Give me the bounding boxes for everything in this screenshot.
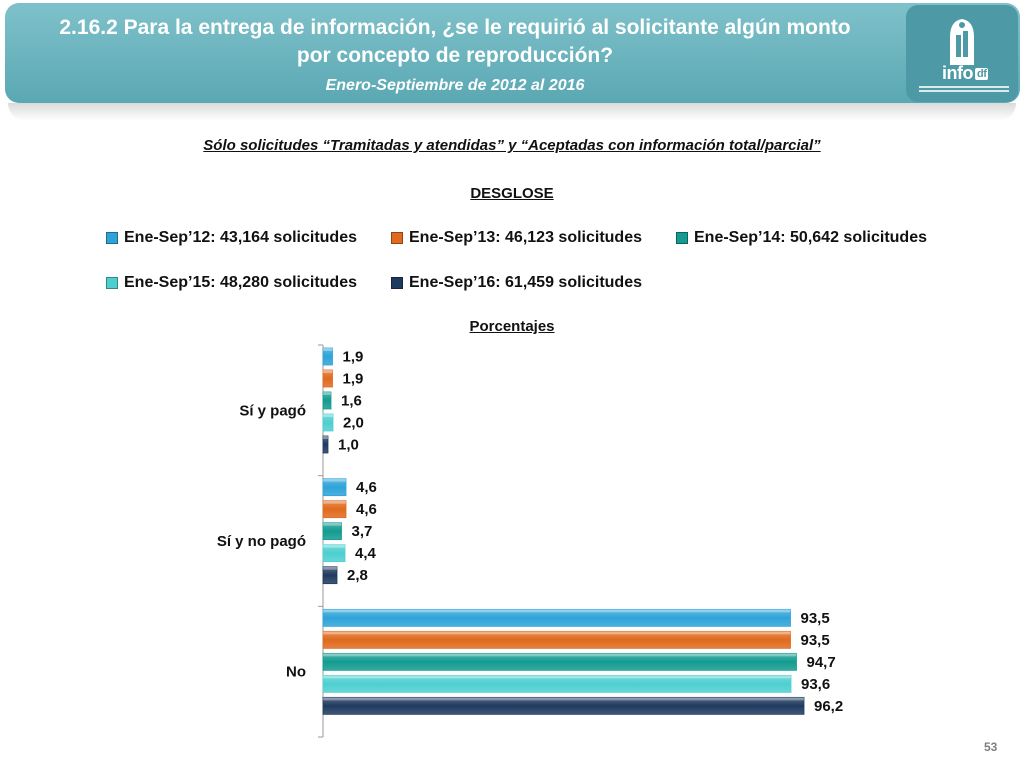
bar-highlight — [323, 500, 346, 504]
data-label: 4,4 — [355, 545, 377, 562]
bar — [322, 391, 332, 410]
bar — [322, 478, 347, 497]
data-label: 94,7 — [807, 654, 836, 671]
bar-highlight — [323, 478, 346, 482]
bar-highlight — [323, 653, 797, 657]
bar — [322, 652, 797, 671]
bar — [322, 566, 338, 585]
header-shadow — [8, 103, 1016, 121]
data-label: 2,8 — [347, 567, 368, 584]
logo-brand: info — [942, 63, 974, 83]
bar-highlight — [323, 697, 804, 701]
legend-item-2016: Ene-Sep’16: 61,459 solicitudes — [391, 274, 642, 292]
legend-label: Ene-Sep’16: 61,459 solicitudes — [409, 274, 642, 291]
bar-highlight — [323, 522, 342, 526]
bar — [322, 696, 805, 715]
bar — [322, 674, 792, 693]
bar — [322, 544, 346, 563]
data-label: 96,2 — [814, 698, 843, 715]
units-heading: Porcentajes — [469, 318, 555, 335]
legend-label: Ene-Sep’14: 50,642 solicitudes — [694, 229, 927, 246]
bar-highlight — [323, 544, 345, 548]
category-label: No — [286, 664, 306, 681]
city-emblem-icon — [950, 19, 974, 65]
logo-caption-lines — [919, 86, 1009, 92]
info-logo: info df — [906, 5, 1018, 102]
data-label: 3,7 — [352, 523, 373, 540]
legend-swatch — [676, 232, 688, 244]
header-banner — [5, 3, 1020, 103]
page-title-line2: por concepto de reproducción? — [296, 44, 614, 67]
bar-highlight — [323, 631, 791, 635]
bar — [322, 435, 329, 454]
bar — [322, 413, 334, 432]
bar-highlight — [323, 348, 333, 351]
legend-label: Ene-Sep’15: 48,280 solicitudes — [124, 274, 357, 291]
bar-highlight — [323, 436, 328, 439]
legend-swatch — [391, 277, 403, 289]
category-label: Sí y pagó — [239, 402, 306, 419]
bar-highlight — [323, 609, 791, 613]
legend-item-2013: Ene-Sep’13: 46,123 solicitudes — [391, 229, 642, 247]
bar — [322, 608, 791, 627]
legend-item-2012: Ene-Sep’12: 43,164 solicitudes — [106, 229, 357, 247]
page-number: 53 — [984, 740, 998, 754]
data-label: 93,6 — [801, 676, 830, 693]
page-title-line1: 2.16.2 Para la entrega de información, ¿… — [59, 16, 851, 39]
bar — [322, 347, 333, 366]
data-label: 2,0 — [343, 415, 364, 432]
legend-item-2015: Ene-Sep’15: 48,280 solicitudes — [106, 274, 357, 292]
bar-highlight — [323, 370, 333, 373]
logo-wordmark: info df — [942, 63, 989, 84]
legend-swatch — [391, 232, 403, 244]
legend-label: Ene-Sep’12: 43,164 solicitudes — [124, 229, 357, 246]
legend-swatch — [106, 232, 118, 244]
data-label: 93,5 — [801, 610, 830, 627]
filter-note: Sólo solicitudes “Tramitadas y atendidas… — [203, 137, 821, 154]
data-label: 4,6 — [356, 501, 377, 518]
bar — [322, 500, 347, 519]
bar-highlight — [323, 414, 333, 417]
data-label: 93,5 — [801, 632, 830, 649]
data-label: 4,6 — [356, 479, 377, 496]
legend-item-2014: Ene-Sep’14: 50,642 solicitudes — [676, 229, 927, 247]
bar-highlight — [323, 566, 337, 570]
legend-label: Ene-Sep’13: 46,123 solicitudes — [409, 229, 642, 246]
bar — [322, 522, 342, 541]
data-label: 1,6 — [341, 393, 362, 410]
bar — [322, 630, 791, 649]
page-subtitle: Enero-Septiembre de 2012 al 2016 — [325, 77, 585, 94]
data-label: 1,9 — [343, 371, 364, 388]
logo-badge: df — [975, 68, 989, 80]
bar-highlight — [323, 392, 331, 395]
legend-swatch — [106, 277, 118, 289]
category-label: Sí y no pagó — [217, 533, 306, 550]
data-label: 1,0 — [338, 437, 359, 454]
breakdown-heading: DESGLOSE — [470, 185, 554, 202]
bar-highlight — [323, 675, 791, 679]
data-label: 1,9 — [343, 349, 364, 366]
bar — [322, 369, 333, 388]
